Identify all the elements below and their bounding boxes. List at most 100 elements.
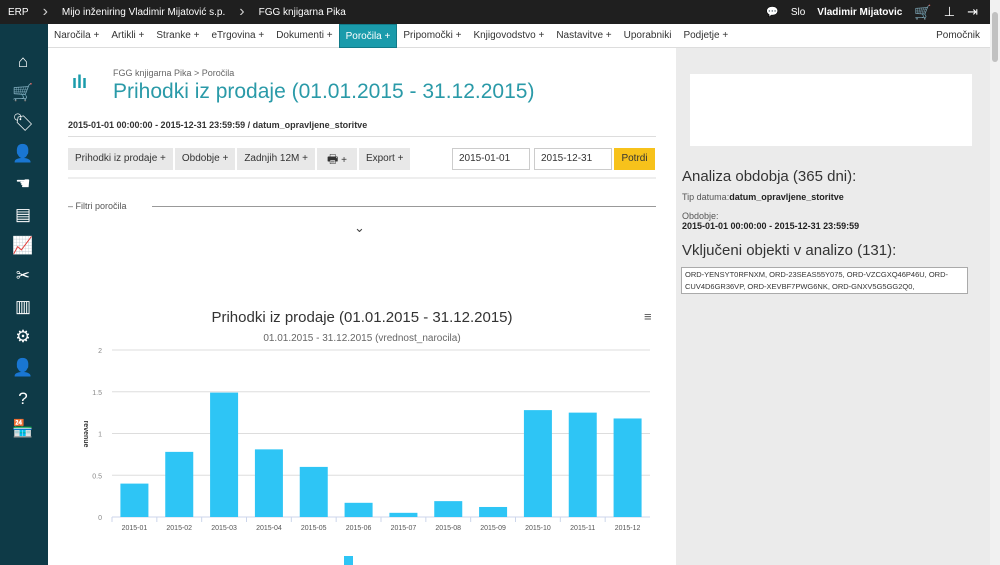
- coins-icon[interactable]: ▥: [14, 296, 32, 316]
- print-button[interactable]: 🖶 +: [316, 148, 357, 170]
- print-plus: +: [341, 155, 347, 166]
- scrollbar-thumb[interactable]: [992, 12, 998, 62]
- language-selector[interactable]: Slo: [790, 6, 806, 18]
- breadcrumb: FGG knjigarna Pika > Poročila: [113, 68, 235, 78]
- home-icon[interactable]: ⌂: [17, 52, 29, 71]
- bar: [568, 412, 597, 517]
- chart-title: Prihodki iz prodaje (01.01.2015 - 31.12.…: [211, 309, 512, 326]
- divider: [68, 177, 656, 179]
- last-12m-button[interactable]: Zadnjih 12M +: [237, 148, 315, 170]
- hand-icon[interactable]: ☚: [15, 174, 31, 194]
- x-tick-label: 2015-12: [615, 525, 641, 532]
- store-icon[interactable]: 🏪: [12, 419, 34, 439]
- bar: [434, 501, 463, 517]
- bar: [523, 410, 552, 517]
- help-link[interactable]: Pomočnik: [936, 29, 980, 41]
- filters-label: Filtri poročila: [75, 201, 127, 211]
- confirm-button[interactable]: Potrdi: [614, 148, 655, 170]
- printer-icon: 🖶: [326, 152, 339, 166]
- nav-item[interactable]: Knjigovodstvo +: [473, 29, 545, 41]
- page-title: Prihodki iz prodaje (01.01.2015 - 31.12.…: [113, 80, 535, 103]
- nav-item[interactable]: Nastavitve +: [556, 29, 612, 41]
- user-icon[interactable]: 👤: [12, 358, 34, 377]
- analysis-title: Analiza obdobja (365 dni):: [682, 168, 857, 185]
- help-chat-icon[interactable]: ?: [18, 388, 28, 408]
- bar: [613, 418, 642, 517]
- objects-textarea[interactable]: ORD-YENSYT0RFNXM, ORD-23SEAS55Y075, ORD-…: [681, 267, 968, 294]
- x-tick-label: 2015-02: [166, 525, 192, 532]
- export-button[interactable]: Export +: [358, 148, 411, 170]
- date-to-input[interactable]: 2015-12-31: [534, 148, 612, 170]
- chart-subtitle: 01.01.2015 - 31.12.2015 (vrednost_naroci…: [263, 333, 460, 344]
- bar: [210, 392, 239, 517]
- nav-item[interactable]: Uporabniki: [623, 29, 672, 41]
- chat-icon[interactable]: 💬: [766, 6, 779, 18]
- objects-title: Vključeni objekti v analizo (131):: [682, 242, 897, 259]
- report-toolbar: Prihodki iz prodaje + Obdobje + Zadnjih …: [68, 148, 411, 170]
- x-tick-label: 2015-11: [570, 525, 595, 532]
- nav-item[interactable]: Poročila +: [338, 23, 398, 48]
- unit-link[interactable]: FGG knjigarna Pika: [258, 6, 346, 18]
- divider: [152, 206, 656, 207]
- blank-panel: [690, 74, 972, 146]
- org-chart-icon[interactable]: ⊥: [943, 4, 956, 19]
- period-button[interactable]: Obdobje +: [174, 148, 236, 170]
- gears-icon[interactable]: ⚙: [15, 327, 31, 347]
- tools-icon[interactable]: ✂: [15, 266, 31, 286]
- archive-icon[interactable]: ▤: [14, 205, 32, 224]
- legend-swatch: [344, 556, 353, 565]
- bar: [299, 466, 328, 517]
- page-scrollbar[interactable]: [990, 0, 1000, 565]
- chevron-right-icon: ›: [239, 3, 245, 20]
- x-tick-label: 2015-10: [525, 525, 551, 532]
- period-range: 2015-01-01 00:00:00 - 2015-12-31 23:59:5…: [68, 120, 246, 130]
- x-tick-label: 2015-09: [480, 525, 506, 532]
- x-tick-label: 2015-04: [256, 525, 282, 532]
- report-type-button[interactable]: Prihodki iz prodaje +: [68, 148, 173, 170]
- nav-item[interactable]: Naročila +: [54, 29, 100, 41]
- logout-icon[interactable]: ⇥: [967, 4, 978, 19]
- bar: [165, 451, 194, 517]
- y-tick-label: 2: [98, 348, 102, 355]
- period-value: 2015-01-01 00:00:00 - 2015-12-31 23:59:5…: [682, 221, 860, 231]
- tag-icon[interactable]: 🏷: [12, 113, 34, 133]
- user-menu[interactable]: Vladimir Mijatovic: [817, 6, 903, 18]
- analysis-panel: Analiza obdobja (365 dni): Tip datuma:da…: [676, 48, 990, 565]
- sidebar: ⌂ 🛒 🏷 👤 ☚ ▤ 📈 ✂ ▥ ⚙ 👤? 🏪: [0, 24, 48, 565]
- period-type: datum_opravljene_storitve: [252, 120, 368, 130]
- nav-item[interactable]: Pripomočki +: [403, 29, 462, 41]
- breadcrumb-item[interactable]: Poročila: [201, 68, 235, 78]
- x-tick-label: 2015-01: [122, 525, 148, 532]
- period-info: 2015-01-01 00:00:00 - 2015-12-31 23:59:5…: [68, 120, 368, 130]
- nav-item[interactable]: Stranke +: [156, 29, 200, 41]
- company-link[interactable]: Mijo inženiring Vladimir Mijatović s.p.: [61, 6, 226, 18]
- date-type: Tip datuma:datum_opravljene_storitve: [682, 192, 844, 202]
- menu-icon[interactable]: ≡: [644, 309, 652, 324]
- x-tick-label: 2015-06: [346, 525, 372, 532]
- nav-item[interactable]: eTrgovina +: [211, 29, 265, 41]
- cart-icon[interactable]: 🛒: [914, 3, 932, 20]
- revenue-chart: Prihodki iz prodaje (01.01.2015 - 31.12.…: [82, 309, 652, 565]
- reports-icon: ılı: [72, 72, 88, 92]
- filters-legend[interactable]: – Filtri poročila: [68, 201, 127, 211]
- nav-item[interactable]: Podjetje +: [683, 29, 729, 41]
- bar: [344, 502, 373, 517]
- breadcrumb-item[interactable]: FGG knjigarna Pika: [113, 68, 192, 78]
- bar: [479, 506, 508, 517]
- nav-item[interactable]: Dokumenti +: [276, 29, 333, 41]
- cart-icon[interactable]: 🛒: [12, 82, 34, 102]
- x-tick-label: 2015-08: [435, 525, 461, 532]
- y-tick-label: 0.5: [92, 473, 102, 480]
- bar: [120, 483, 149, 517]
- divider: [68, 136, 656, 137]
- chevron-down-icon[interactable]: ⌄: [354, 220, 365, 235]
- nav-item[interactable]: Artikli +: [111, 29, 145, 41]
- x-tick-label: 2015-05: [301, 525, 327, 532]
- date-from-input[interactable]: 2015-01-01: [452, 148, 530, 170]
- chart-icon[interactable]: 📈: [12, 235, 34, 255]
- y-tick-label: 1: [98, 432, 102, 439]
- app-link[interactable]: ERP: [8, 6, 29, 18]
- user-icon[interactable]: 👤: [12, 143, 34, 163]
- period-label: Obdobje:: [682, 211, 719, 221]
- y-tick-label: 1.5: [92, 390, 102, 397]
